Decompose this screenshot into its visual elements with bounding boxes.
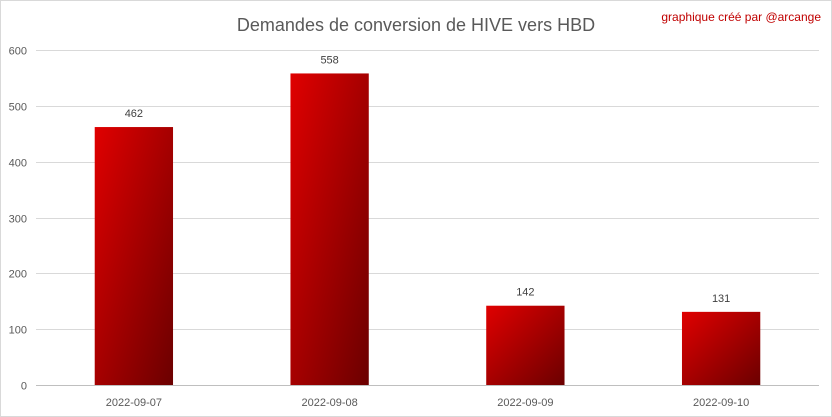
y-tick-label: 0 (21, 381, 27, 393)
x-tick-label: 2022-09-07 (106, 397, 162, 409)
y-tick-label: 500 (9, 102, 27, 114)
y-axis-ticks: 0 100 200 300 400 500 600 (9, 46, 27, 393)
y-tick-label: 100 (9, 325, 27, 337)
y-tick-label: 300 (9, 214, 27, 226)
bar (94, 127, 174, 386)
y-tick-label: 600 (9, 46, 27, 58)
data-label: 131 (712, 293, 730, 305)
data-label: 558 (320, 54, 338, 66)
x-tick-label: 2022-09-09 (497, 397, 553, 409)
x-axis-ticks: 2022-09-07 2022-09-08 2022-09-09 2022-09-10 (106, 397, 750, 409)
chart-title: Demandes de conversion de HIVE vers HBD (237, 15, 595, 35)
y-tick-label: 200 (9, 269, 27, 281)
y-tick-label: 400 (9, 158, 27, 170)
data-labels: 462 558 142 131 (125, 54, 731, 304)
x-tick-label: 2022-09-10 (693, 397, 749, 409)
data-label: 142 (516, 287, 534, 299)
bars (94, 73, 761, 386)
bar (290, 73, 369, 385)
chart-credit: graphique créé par @arcange (661, 10, 821, 24)
bar (486, 305, 565, 385)
data-label: 462 (125, 108, 143, 120)
bar (681, 311, 761, 385)
x-tick-label: 2022-09-08 (301, 397, 357, 409)
